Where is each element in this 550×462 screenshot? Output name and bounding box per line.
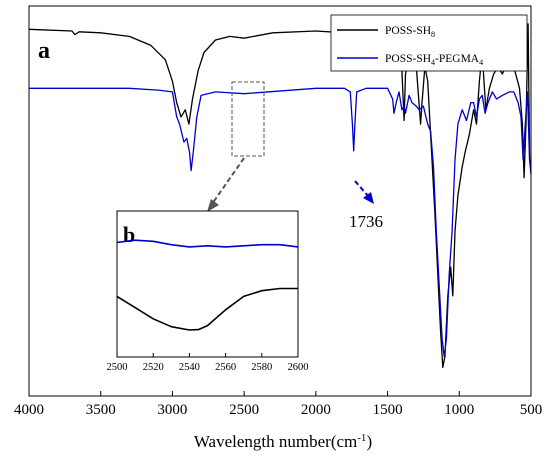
main-x-tick-label-3000: 3000	[157, 402, 187, 418]
legend: POSS-SH8 POSS-SH4-PEGMA4	[330, 14, 528, 72]
series-line-main-poss-sh4-pegma4	[29, 87, 532, 358]
main-x-tick-label-500: 500	[520, 402, 543, 418]
legend-label-poss-sh8: POSS-SH8	[385, 25, 435, 39]
x-axis-label: Wavelength number(cm-1)	[194, 432, 372, 451]
inset-series-group	[116, 239, 299, 331]
inset-x-tick-label-2600: 2600	[288, 362, 309, 373]
legend-label-poss-sh4-pegma4: POSS-SH4-PEGMA4	[385, 53, 483, 67]
main-x-tick-label-3500: 3500	[86, 402, 116, 418]
main-series-group	[28, 23, 532, 369]
main-x-tick-label-2000: 2000	[301, 402, 331, 418]
main-plot-frame	[28, 5, 532, 397]
zoom-arrow-shaft	[211, 157, 245, 205]
series-line-inset-poss-sh4-pegma4	[116, 239, 299, 248]
inset-x-tick-label-2500: 2500	[107, 362, 128, 373]
main-x-axis-ticks: 4000 3500 3000 2500 2000 1500 1000 500	[14, 391, 542, 418]
inset-plot-frame	[116, 210, 299, 358]
annotation-1736-label: 1736	[349, 212, 383, 231]
annotation-1736: 1736	[349, 180, 383, 231]
inset-x-tick-label-2520: 2520	[143, 362, 164, 373]
main-panel: a 4000 3500 3000 2500 2000 1500 1000 500 Wavele…	[14, 5, 542, 451]
main-x-tick-label-1000: 1000	[444, 402, 474, 418]
annotation-arrow-head	[363, 192, 374, 204]
inset-x-tick-label-2560: 2560	[215, 362, 236, 373]
zoom-arrow-head	[207, 199, 219, 212]
main-x-tick-label-2500: 2500	[229, 402, 259, 418]
inset-x-axis-ticks: 2500 2520 2540 2560 2580 2600	[107, 353, 309, 373]
main-x-tick-label-4000: 4000	[14, 402, 44, 418]
legend-box	[330, 14, 528, 72]
series-line-inset-poss-sh8	[116, 287, 298, 331]
zoom-callout	[207, 81, 265, 212]
inset-x-tick-label-2580: 2580	[251, 362, 272, 373]
annotation-arrow-shaft	[354, 180, 370, 198]
panel-a-label: a	[38, 38, 50, 64]
main-x-tick-label-1500: 1500	[373, 402, 403, 418]
inset-panel: b 2500 2520 2540 2560 2580 2600	[107, 210, 309, 373]
series-line-main-poss-sh8	[28, 23, 532, 369]
panel-b-label: b	[123, 222, 135, 247]
inset-x-tick-label-2540: 2540	[179, 362, 200, 373]
zoom-region-box	[231, 81, 265, 157]
